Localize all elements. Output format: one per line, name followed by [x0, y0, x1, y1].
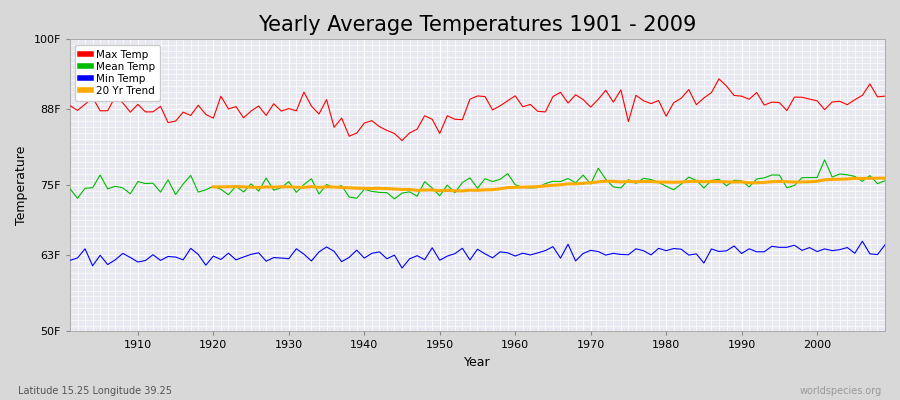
Mean Temp [608, 184, 618, 189]
Mean Temp [518, 185, 528, 190]
Legend: Max Temp, Mean Temp, Min Temp, 20 Yr Trend: Max Temp, Mean Temp, Min Temp, 20 Yr Tre… [76, 44, 160, 101]
20 Yr Trend [337, 185, 347, 190]
Min Temp [397, 266, 408, 270]
Line: 20 Yr Trend: 20 Yr Trend [213, 178, 885, 191]
Min Temp [291, 246, 302, 251]
Min Temp [518, 251, 528, 256]
Min Temp [125, 255, 136, 260]
Min Temp [65, 258, 76, 263]
Mean Temp [291, 190, 302, 195]
Min Temp [608, 251, 618, 256]
Y-axis label: Temperature: Temperature [15, 146, 28, 225]
Max Temp [509, 94, 520, 98]
Max Temp [337, 116, 347, 120]
Max Temp [125, 110, 136, 114]
Text: Latitude 15.25 Longitude 39.25: Latitude 15.25 Longitude 39.25 [18, 386, 172, 396]
Title: Yearly Average Temperatures 1901 - 2009: Yearly Average Temperatures 1901 - 2009 [258, 15, 697, 35]
Mean Temp [389, 196, 400, 201]
Max Temp [291, 108, 302, 113]
Line: Min Temp: Min Temp [70, 241, 885, 268]
Mean Temp [879, 178, 890, 183]
Mean Temp [125, 191, 136, 196]
Max Temp [518, 104, 528, 109]
20 Yr Trend [502, 185, 513, 190]
Mean Temp [337, 183, 347, 188]
Min Temp [879, 242, 890, 247]
Max Temp [65, 103, 76, 108]
Mean Temp [65, 186, 76, 191]
Max Temp [397, 138, 408, 143]
20 Yr Trend [291, 185, 302, 190]
Mean Temp [509, 182, 520, 187]
X-axis label: Year: Year [464, 356, 491, 369]
Min Temp [509, 254, 520, 258]
Line: Mean Temp: Mean Temp [70, 160, 885, 199]
Max Temp [714, 76, 724, 81]
Min Temp [857, 239, 868, 244]
20 Yr Trend [879, 176, 890, 180]
20 Yr Trend [509, 185, 520, 190]
Max Temp [879, 94, 890, 98]
Max Temp [608, 100, 618, 104]
Line: Max Temp: Max Temp [70, 79, 885, 140]
Text: worldspecies.org: worldspecies.org [800, 386, 882, 396]
20 Yr Trend [600, 179, 611, 184]
Min Temp [337, 259, 347, 264]
Mean Temp [819, 158, 830, 162]
